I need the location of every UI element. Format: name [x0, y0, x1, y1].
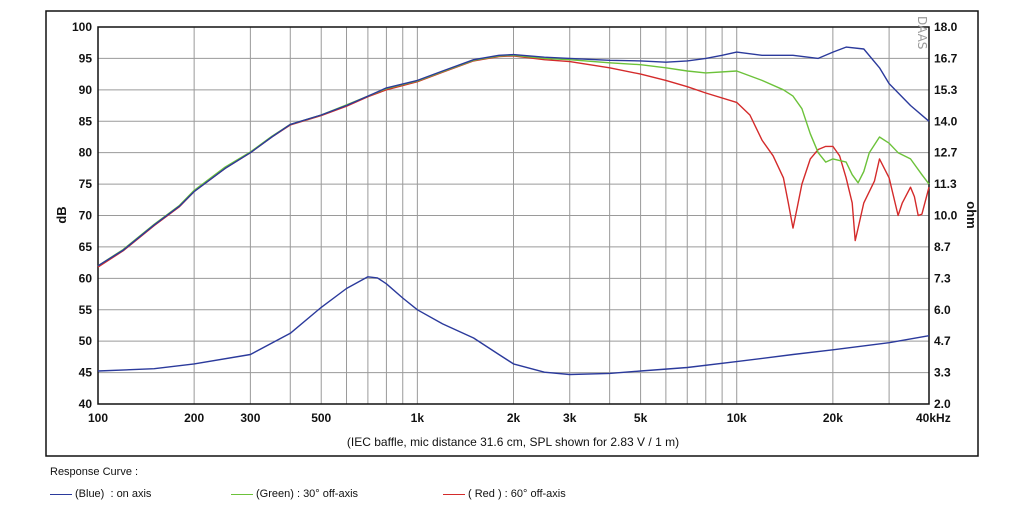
y-tick-right: 16.7 [934, 51, 958, 65]
y-tick-left: 80 [79, 146, 93, 160]
y-tick-right: 10.0 [934, 209, 958, 223]
measurement-note: (IEC baffle, mic distance 31.6 cm, SPL s… [347, 435, 679, 449]
watermark-daas: DAAS [915, 16, 929, 49]
y-tick-right: 15.3 [934, 83, 958, 97]
x-tick: 200 [184, 411, 204, 425]
x-tick: 20k [823, 411, 843, 425]
y-tick-right: 4.7 [934, 334, 951, 348]
legend-entry-blue: (Blue) : on axis [50, 488, 151, 500]
y-tick-left: 95 [79, 51, 93, 65]
y-tick-right: 6.0 [934, 303, 951, 317]
x-tick: 500 [311, 411, 331, 425]
y-tick-right: 11.3 [934, 177, 957, 191]
y-tick-left: 90 [79, 83, 93, 97]
y-tick-left: 75 [79, 177, 93, 191]
y-tick-left: 40 [79, 397, 93, 411]
y-tick-right: 3.3 [934, 366, 951, 380]
ticks-layer: 40 45 50 55 60 65 70 75 80 85 90 95 100 2.0 3.3 4.7 6.0 7… [72, 20, 958, 425]
y-tick-right: 14.0 [934, 114, 958, 128]
x-tick: 3k [563, 411, 577, 425]
y-tick-left: 65 [79, 240, 93, 254]
series-line-0 [97, 46, 930, 267]
x-tick: 300 [240, 411, 260, 425]
y-tick-left: 55 [79, 303, 93, 317]
x-tick: 5k [634, 411, 648, 425]
y-tick-left: 100 [72, 20, 92, 34]
y-tick-right: 12.7 [934, 146, 958, 160]
y-tick-left: 50 [79, 334, 93, 348]
x-tick: 10k [727, 411, 747, 425]
legend-entry-red: ( Red ) : 60° off-axis [443, 488, 566, 500]
y-tick-left: 85 [79, 114, 93, 128]
x-tick: 2k [507, 411, 521, 425]
y-tick-left: 60 [79, 271, 93, 285]
plot-frame [97, 26, 930, 405]
series-layer [97, 46, 930, 376]
legend-swatch-blue [50, 493, 72, 495]
legend-swatch-red [443, 493, 465, 495]
legend: Response Curve : (Blue) : on axis (Green… [50, 466, 950, 512]
x-tick: 100 [88, 411, 108, 425]
y-tick-right: 8.7 [934, 240, 951, 254]
legend-label-green: (Green) : 30° off-axis [256, 488, 359, 500]
y-tick-left: 70 [79, 209, 93, 223]
grid [98, 27, 929, 404]
y-tick-right: 2.0 [934, 397, 951, 411]
legend-swatch-green [231, 493, 253, 495]
x-tick: 1k [411, 411, 425, 425]
y-axis-label-left: dB [54, 206, 69, 223]
legend-entry-green: (Green) : 30° off-axis [231, 488, 358, 500]
legend-label-red: ( Red ) : 60° off-axis [468, 488, 566, 500]
legend-title: Response Curve : [50, 466, 139, 478]
series-line-3 [97, 276, 930, 376]
y-axis-label-right: ohm [964, 201, 979, 228]
legend-label-blue: (Blue) : on axis [75, 488, 152, 500]
y-tick-left: 45 [79, 366, 93, 380]
outer-frame [45, 10, 979, 457]
y-tick-right: 18.0 [934, 20, 958, 34]
y-tick-right: 7.3 [934, 271, 951, 285]
x-tick: 40kHz [916, 411, 951, 425]
